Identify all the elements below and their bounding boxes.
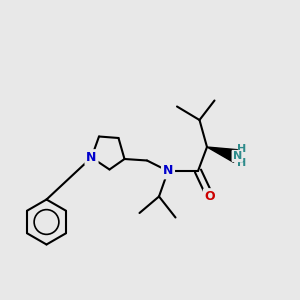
Text: H: H xyxy=(238,143,247,154)
Text: N: N xyxy=(233,151,242,161)
Text: N: N xyxy=(163,164,173,178)
Polygon shape xyxy=(207,147,238,162)
Text: N: N xyxy=(86,151,97,164)
Text: O: O xyxy=(205,190,215,203)
Text: H: H xyxy=(238,158,247,169)
